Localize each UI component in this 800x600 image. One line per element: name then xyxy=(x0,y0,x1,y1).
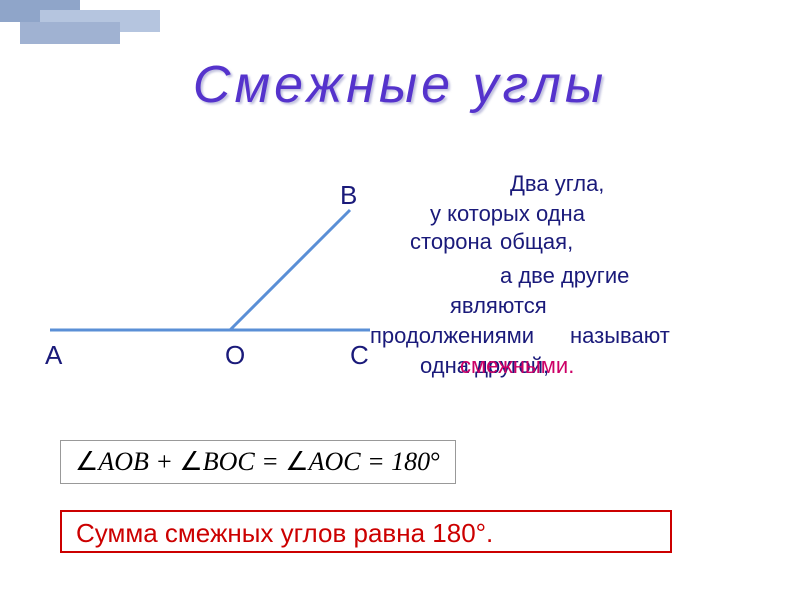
ray-ob xyxy=(230,210,350,330)
label-b: B xyxy=(340,180,357,211)
def-line3: общая, xyxy=(500,228,573,257)
def-line5: являются xyxy=(450,292,547,321)
def-line6: продолжениями xyxy=(370,322,534,351)
angle-diagram: A О С B xyxy=(40,180,390,380)
label-c: С xyxy=(350,340,369,371)
def-line2b: сторона xyxy=(410,228,492,257)
corner-decoration xyxy=(0,0,180,45)
angle-formula: ∠AOB + ∠BOC = ∠AOC = 180° xyxy=(60,440,456,484)
def-line7: называют xyxy=(570,322,670,351)
label-a: A xyxy=(45,340,62,371)
def-line4: а две другие xyxy=(500,262,629,291)
def-line2: у которых одна xyxy=(430,200,585,229)
theorem-box: Сумма смежных углов равна 180°. xyxy=(60,510,672,553)
def-line8r: смежными. xyxy=(460,352,574,381)
def-line1: Два угла, xyxy=(510,170,604,199)
label-o: О xyxy=(225,340,245,371)
theorem-text: Сумма смежных углов равна 180°. xyxy=(76,518,493,548)
page-title: Смежные углы xyxy=(193,55,607,115)
